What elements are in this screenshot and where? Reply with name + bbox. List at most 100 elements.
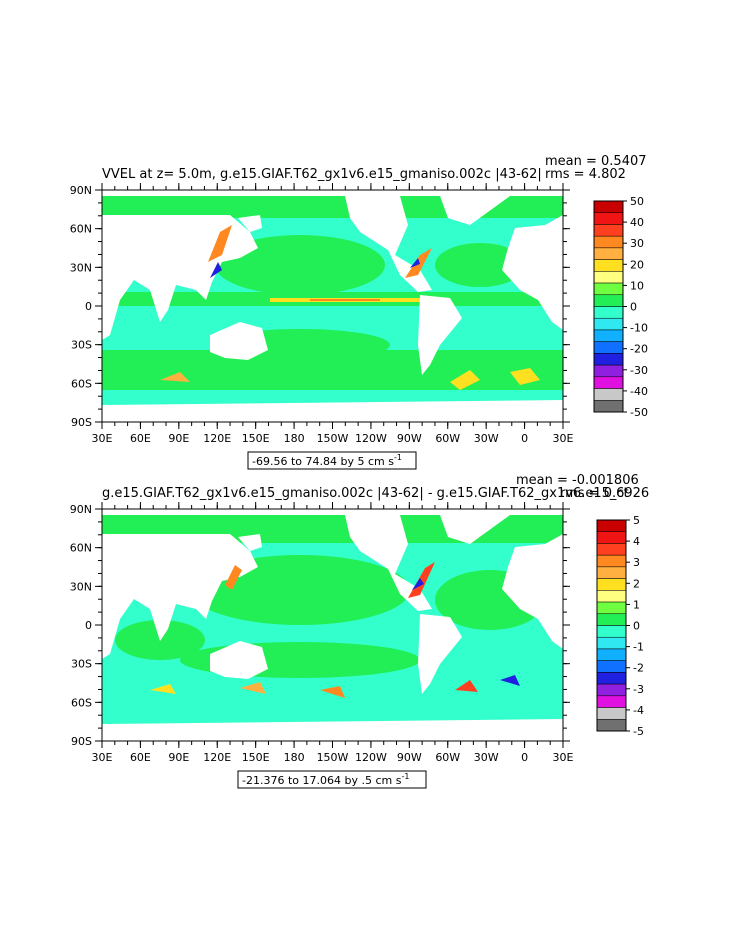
lon-label-top: 90E (168, 432, 189, 445)
colorbar-label-bottom: -1 (633, 641, 644, 654)
colorbar-swatch-bottom (596, 566, 627, 579)
lat-label-bottom: 30S (71, 658, 92, 671)
lat-label-bottom: 30N (70, 580, 92, 593)
colorbar-swatch-top (593, 247, 624, 260)
colorbar-label-top: 20 (630, 258, 644, 271)
panel-bottom-rms: rms = 0.6926 (560, 486, 649, 501)
colorbar-swatch-top (593, 224, 624, 237)
colorbar-label-top: 50 (630, 195, 644, 208)
lon-label-top: 30W (474, 432, 499, 445)
colorbar-label-bottom: 0 (633, 620, 640, 633)
colorbar-swatch-top (593, 212, 624, 225)
lon-label-bottom: 90E (168, 751, 189, 764)
colorbar-swatch-bottom (596, 590, 627, 603)
lon-label-bottom: 0 (521, 751, 528, 764)
lon-label-top: 30E (92, 432, 113, 445)
colorbar-swatch-bottom (596, 531, 627, 544)
lon-label-bottom: 30E (553, 751, 574, 764)
svg-text:-69.56 to 74.84 by 5 cm s-1: -69.56 to 74.84 by 5 cm s-1 (252, 453, 402, 468)
colorbar-label-bottom: -4 (633, 704, 644, 717)
range-text-top: -69.56 to 74.84 by 5 cm s (252, 455, 394, 468)
map-bottom-ticks (95, 502, 570, 748)
colorbar-swatch-top (593, 271, 624, 284)
range-unit-exp-bottom: -1 (401, 772, 409, 781)
panel-bottom-mean: mean = -0.001806 (516, 473, 639, 488)
colorbar-swatch-bottom (596, 519, 627, 532)
range-box-bottom (237, 770, 427, 789)
map-bottom-lat-labels: 90N 60N 30N 0 30S 60S 90S (70, 503, 92, 748)
panel-top: VVEL at z= 5.0m, g.e15.GIAF.T62_gx1v6.e1… (70, 154, 648, 470)
panel-top-title: VVEL at z= 5.0m, g.e15.GIAF.T62_gx1v6.e1… (102, 167, 542, 182)
lat-label-bottom: 90S (71, 735, 92, 748)
colorbar-label-bottom: -3 (633, 683, 644, 696)
lon-label-bottom: 180 (284, 751, 305, 764)
colorbar-top: 50 40 30 20 10 0 -10 -20 -30 -40 -50 (593, 195, 648, 419)
panel-bottom-title: g.e15.GIAF.T62_gx1v6.e15_gmaniso.002c |4… (102, 486, 629, 501)
colorbar-swatch-top (593, 282, 624, 296)
colorbar-label-top: 0 (630, 301, 637, 314)
lat-label-top: 60N (70, 223, 92, 236)
colorbar-swatch-bottom (596, 683, 627, 697)
range-text-bottom: -21.376 to 17.064 by .5 cm s (242, 774, 402, 787)
colorbar-label-top: -20 (630, 343, 648, 356)
panel-top-rms: rms = 4.802 (545, 167, 626, 182)
colorbar-swatch-bottom (596, 636, 627, 650)
colorbar-label-bottom: 2 (633, 577, 640, 590)
range-box-top (247, 451, 417, 470)
lon-label-top: 60E (130, 432, 151, 445)
lat-label-bottom: 60N (70, 542, 92, 555)
colorbar-swatch-top (593, 341, 624, 354)
lat-label-bottom: 90N (70, 503, 92, 516)
lon-label-top: 180 (284, 432, 305, 445)
colorbar-swatch-top (593, 376, 624, 389)
lon-label-top: 120W (355, 432, 387, 445)
lon-label-bottom: 120W (355, 751, 387, 764)
panel-bottom: g.e15.GIAF.T62_gx1v6.e15_gmaniso.002c |4… (70, 473, 649, 789)
colorbar-swatch-top (593, 259, 624, 272)
colorbar-label-top: -10 (630, 322, 648, 335)
map-top-field (102, 190, 563, 422)
lat-label-top: 90S (71, 416, 92, 429)
colorbar-label-bottom: 4 (633, 535, 640, 548)
lon-label-top: 120E (203, 432, 231, 445)
colorbar-label-bottom: 3 (633, 556, 640, 569)
lon-label-top: 30E (553, 432, 574, 445)
lon-label-top: 150W (317, 432, 349, 445)
colorbar-swatch-top (593, 388, 624, 401)
map-bottom-field (102, 509, 563, 741)
colorbar-swatch-bottom (596, 578, 627, 591)
colorbar-swatch-bottom (596, 554, 627, 568)
colorbar-label-bottom: -2 (633, 662, 644, 675)
colorbar-swatch-bottom (596, 601, 627, 615)
colorbar-label-top: 30 (630, 237, 644, 250)
colorbar-label-top: 40 (630, 216, 644, 229)
colorbar-swatch-bottom (596, 695, 627, 708)
lat-label-bottom: 60S (71, 696, 92, 709)
lon-label-bottom: 60E (130, 751, 151, 764)
colorbar-swatch-top (593, 317, 624, 331)
colorbar-swatch-bottom (596, 625, 627, 638)
colorbar-label-bottom: 1 (633, 598, 640, 611)
colorbar-swatch-top (593, 235, 624, 249)
map-top-lat-labels: 90N 60N 30N 0 30S 60S 90S (70, 184, 92, 429)
lat-label-top: 90N (70, 184, 92, 197)
lat-label-top: 0 (85, 300, 92, 313)
lon-label-bottom: 60W (435, 751, 460, 764)
colorbar-label-top: -30 (630, 364, 648, 377)
lon-label-bottom: 30W (474, 751, 499, 764)
panel-top-mean: mean = 0.5407 (545, 154, 647, 169)
colorbar-swatch-bottom (596, 719, 627, 732)
map-bottom-lon-labels: 30E 60E 90E 120E 150E 180 150W 120W 90W 60W 30W 0 30… (92, 751, 574, 764)
colorbar-swatch-bottom (596, 543, 627, 556)
lat-label-top: 60S (71, 377, 92, 390)
colorbar-label-top: -50 (630, 406, 648, 419)
colorbar-swatch-bottom (596, 660, 627, 673)
colorbar-swatch-bottom (596, 648, 627, 661)
lat-label-top: 30S (71, 339, 92, 352)
colorbar-label-bottom: 5 (633, 514, 640, 527)
colorbar-swatch-top (593, 329, 624, 342)
lon-label-bottom: 150E (242, 751, 270, 764)
map-top-ticks (95, 183, 570, 429)
colorbar-swatch-bottom (596, 613, 627, 626)
